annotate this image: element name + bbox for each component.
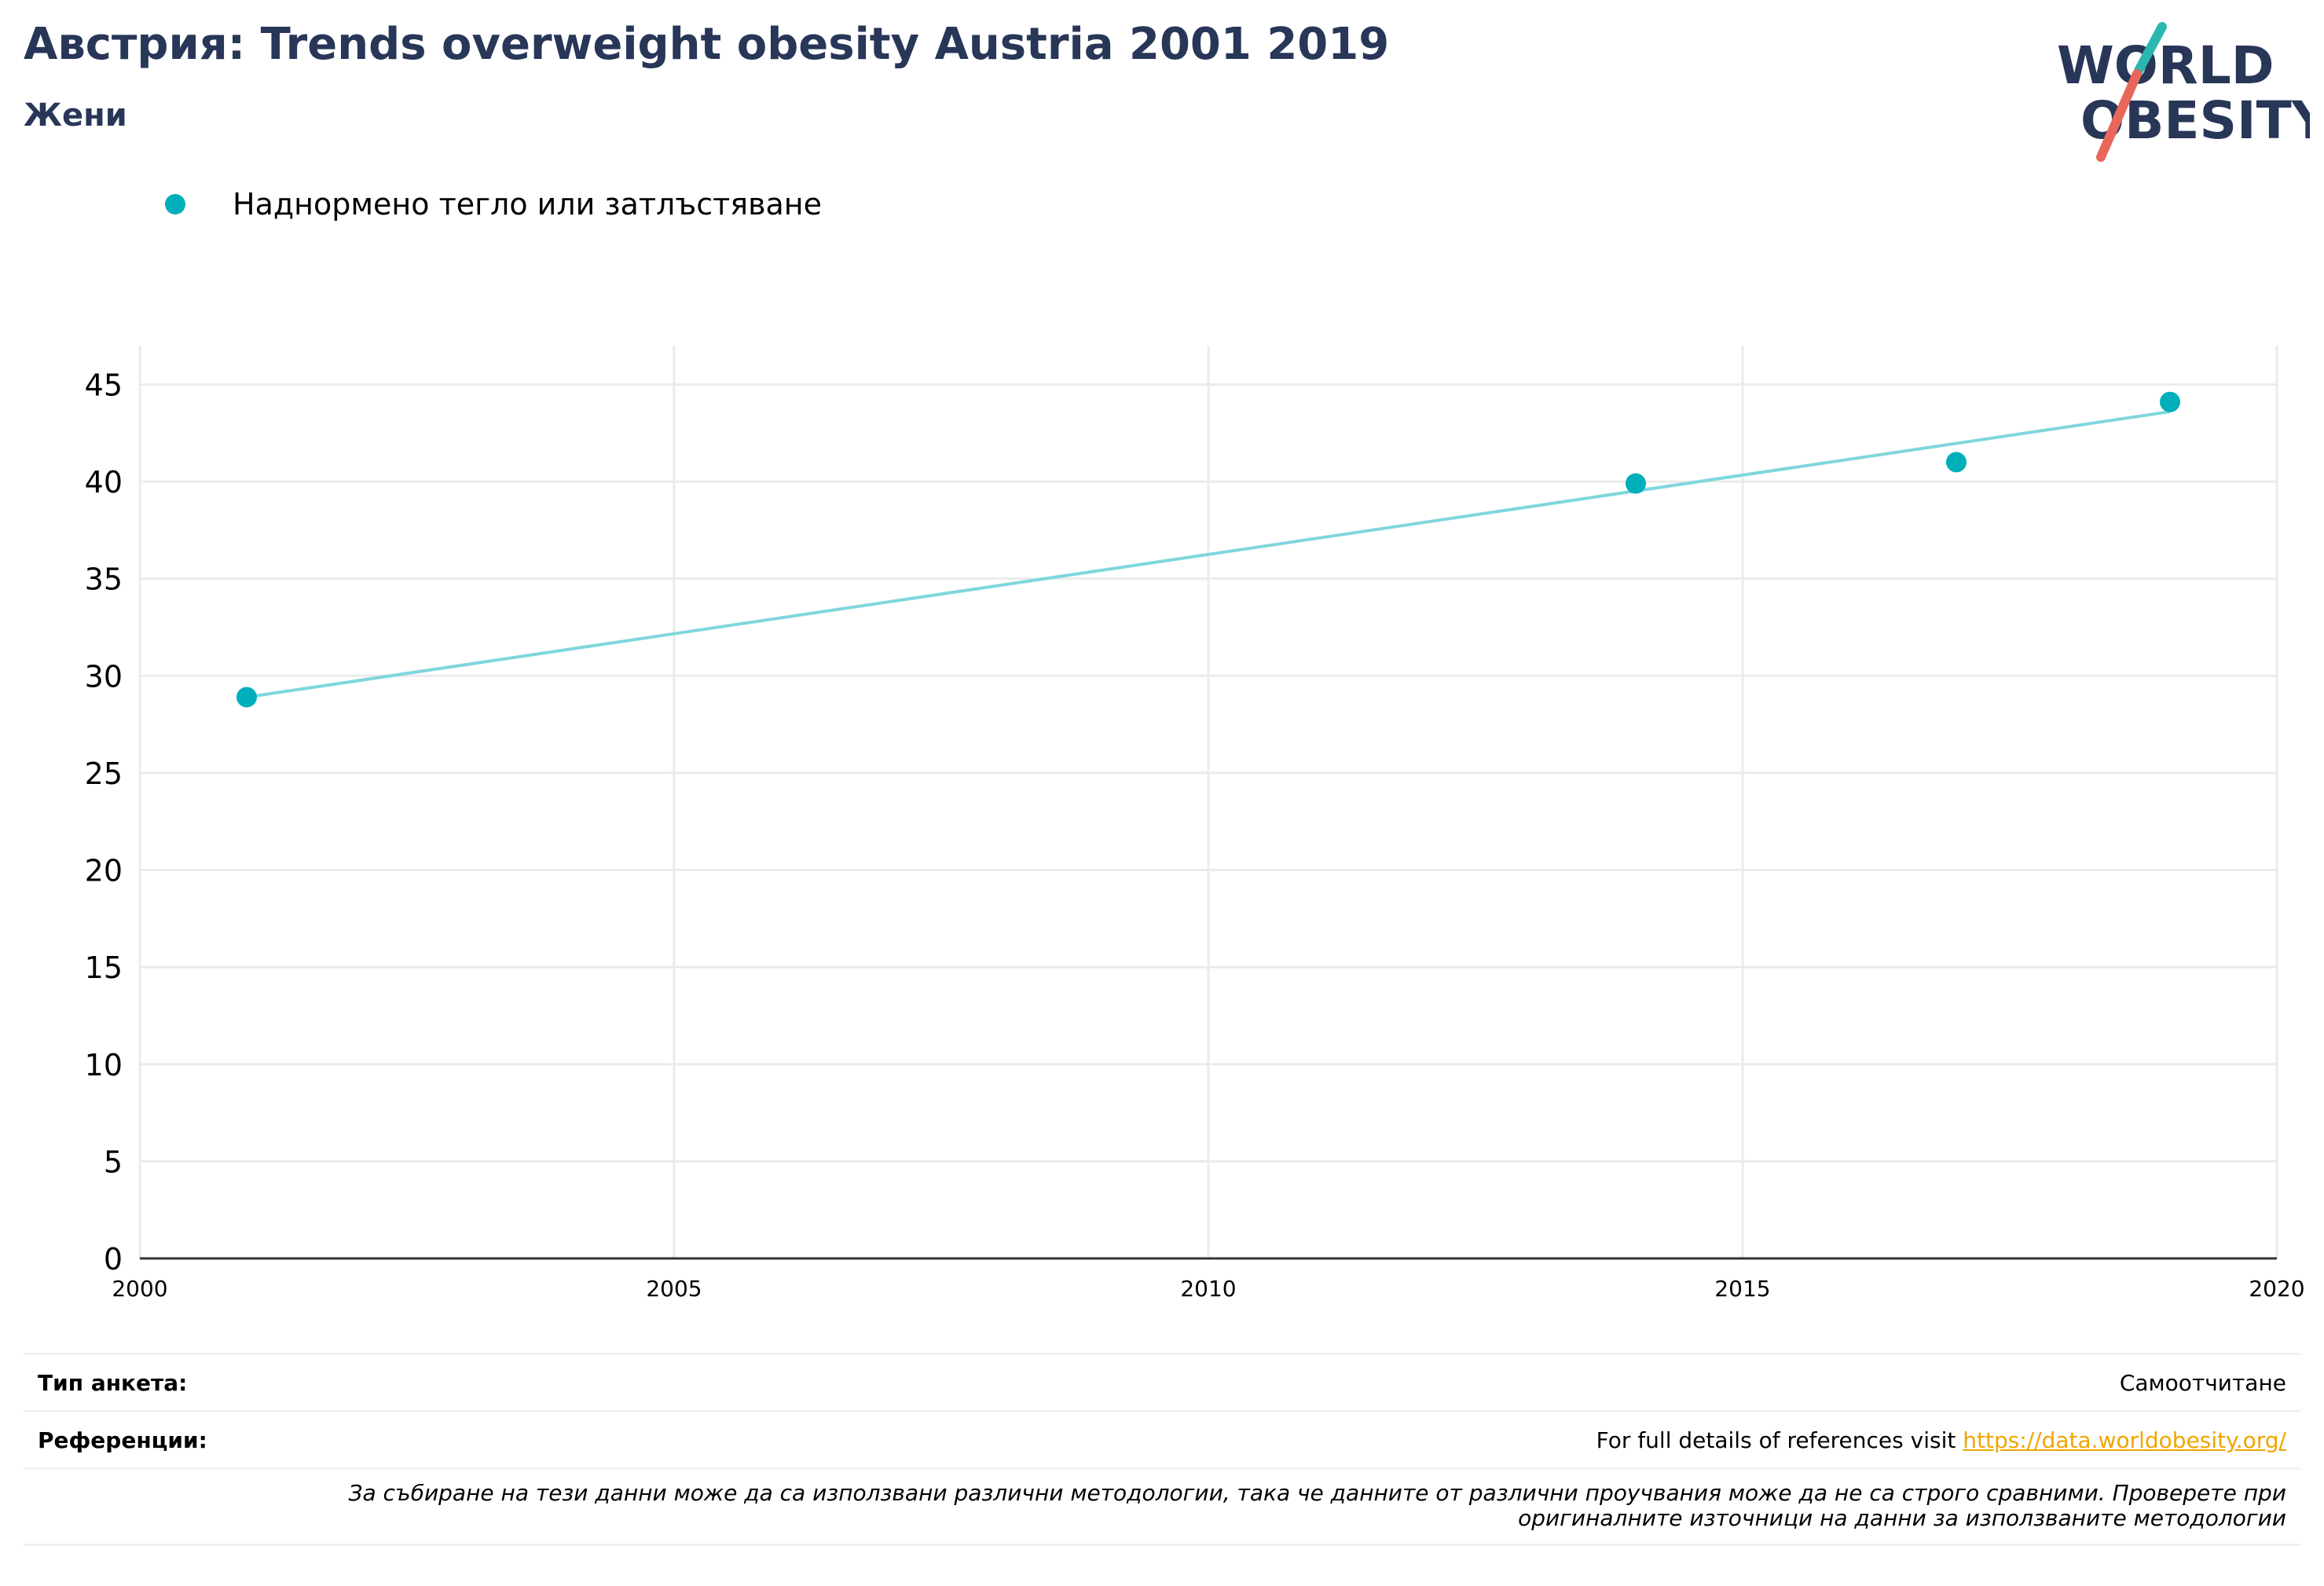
methodology-note-line-1: За събиране на тези данни може да са изп… [348, 1480, 2287, 1506]
data-point [2160, 391, 2180, 412]
y-tick-label: 35 [85, 562, 123, 597]
world-obesity-logo: WORLD OBESITY [2057, 22, 2310, 162]
grid-layer [138, 346, 2278, 1258]
y-tick-label: 10 [85, 1048, 123, 1082]
methodology-note: За събиране на тези данни може да са изп… [24, 1467, 2300, 1546]
references-value: For full details of references visit htt… [1596, 1427, 2300, 1453]
y-tick-label: 25 [85, 756, 123, 791]
page-title: Австрия: Trends overweight obesity Austr… [24, 19, 1390, 70]
data-point [1626, 473, 1646, 494]
y-tick-label: 40 [85, 465, 123, 500]
footer-references-row: Референции: For full details of referenc… [24, 1410, 2300, 1467]
logo-slash-teal [2134, 22, 2167, 75]
logo-word-world: WORLD [2057, 35, 2275, 96]
references-text: For full details of references visit [1596, 1427, 1963, 1453]
trend-line [246, 410, 2171, 699]
legend-marker [165, 194, 185, 214]
axis-layer: 0 5 10 15 20 25 30 35 40 45 2000 2005 2010 2015 2020 [85, 368, 2305, 1302]
trend-layer [246, 410, 2171, 699]
logo-slash-red [2096, 69, 2142, 162]
y-tick-label: 30 [85, 659, 123, 694]
x-tick-label: 2005 [646, 1276, 702, 1302]
survey-type-value: Самоотчитане [2119, 1369, 2286, 1396]
survey-type-label: Тип анкета: [38, 1369, 188, 1396]
methodology-note-line-2: оригиналните източници на данни за изпол… [1518, 1505, 2286, 1531]
x-tick-label: 2020 [2249, 1276, 2304, 1302]
chart-legend: Наднормено тегло или затлъстяване [165, 182, 822, 226]
legend-label: Наднормено тегло или затлъстяване [233, 187, 822, 222]
references-link[interactable]: https://data.worldobesity.org/ [1963, 1427, 2286, 1453]
y-tick-label: 45 [85, 368, 123, 402]
page-subtitle: Жени [24, 97, 127, 134]
footer-survey-row: Тип анкета: Самоотчитане [24, 1353, 2300, 1410]
chart-footer: Тип анкета: Самоотчитане Референции: For… [24, 1353, 2300, 1546]
y-tick-label: 5 [104, 1145, 123, 1179]
x-tick-label: 2015 [1714, 1276, 1770, 1302]
x-tick-label: 2010 [1180, 1276, 1236, 1302]
y-tick-label: 15 [85, 951, 123, 985]
data-point [1946, 452, 1967, 473]
x-tick-label: 2000 [112, 1276, 167, 1302]
data-point [236, 687, 257, 708]
chart-area: 0 5 10 15 20 25 30 35 40 45 2000 2005 2010 2015 2020 [85, 346, 2305, 1302]
y-tick-label: 20 [85, 854, 123, 888]
y-tick-label: 0 [104, 1242, 123, 1276]
point-layer [236, 391, 2180, 708]
references-label: Референции: [38, 1427, 207, 1453]
